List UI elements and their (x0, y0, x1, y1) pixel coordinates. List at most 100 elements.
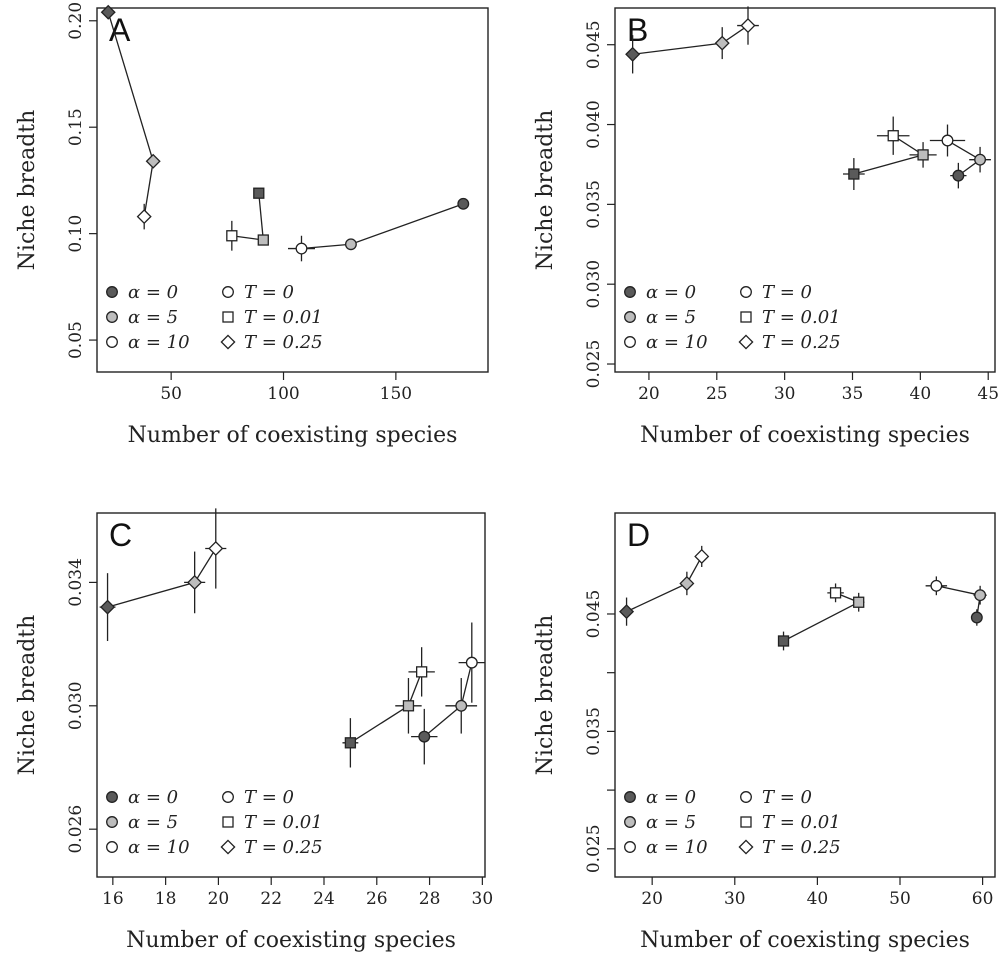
legend-marker (624, 816, 636, 828)
y-tick-label: 0.10 (66, 215, 86, 253)
data-point (679, 575, 695, 591)
legend-label: T = 0.01 (762, 812, 841, 833)
data-point (941, 134, 954, 147)
x-tick-label: 60 (972, 889, 994, 909)
legend-label: α = 0 (128, 282, 178, 303)
x-tick-label: 100 (267, 384, 299, 404)
legend-label: α = 0 (646, 282, 696, 303)
x-tick-label: 24 (313, 889, 335, 909)
legend-marker (624, 841, 636, 853)
y-tick-label: 0.030 (66, 681, 86, 730)
legend-label: T = 0 (762, 787, 812, 808)
y-tick-label: 0.05 (66, 321, 86, 359)
data-point (952, 169, 965, 182)
series-line-T0.01 (783, 592, 861, 642)
y-tick-label: 0.034 (66, 558, 86, 607)
legend-label: T = 0.01 (244, 812, 323, 833)
legend-marker (220, 334, 236, 350)
legend-label: α = 10 (646, 837, 708, 858)
legend-marker (106, 816, 118, 828)
data-point (136, 209, 152, 225)
legend-label: T = 0 (244, 282, 294, 303)
y-tick-label: 0.035 (584, 707, 604, 756)
data-point (344, 737, 357, 749)
data-point (714, 35, 730, 51)
x-tick-label: 150 (380, 384, 412, 404)
legend-marker (740, 791, 752, 803)
data-point (100, 599, 116, 615)
data-point (344, 238, 357, 251)
legend: α = 0 α = 5 α = 10 T = 0 T = 0.01 T = 0.25 (624, 787, 841, 858)
panel-c: C 16 18 20 22 24 26 28 30 0.026 0.030 0.034 Number o… (15, 508, 493, 953)
y-tick-label: 0.20 (66, 2, 86, 40)
data-point (970, 611, 983, 624)
panel-letter: C (109, 517, 132, 553)
legend-marker (106, 311, 118, 323)
data-point (295, 242, 308, 255)
legend-marker (222, 816, 234, 828)
plot-frame (614, 512, 996, 878)
legend-label: T = 0.25 (244, 332, 323, 353)
data-point (974, 589, 987, 602)
y-tick-label: 0.030 (584, 260, 604, 309)
y-axis-title: Niche breadth (15, 110, 40, 271)
data-point (465, 656, 478, 669)
x-tick-label: 18 (155, 889, 177, 909)
data-point (777, 635, 790, 647)
x-tick-label: 30 (472, 889, 494, 909)
legend-marker (624, 791, 636, 803)
legend-marker (220, 839, 236, 855)
data-point (625, 46, 641, 62)
legend-label: T = 0.25 (762, 837, 841, 858)
legend-label: α = 0 (646, 787, 696, 808)
x-axis-title: Number of coexisting species (640, 423, 970, 448)
data-point (917, 149, 929, 161)
legend-marker (624, 286, 636, 298)
x-tick-label: 25 (706, 384, 728, 404)
legend-marker (106, 791, 118, 803)
y-tick-label: 0.026 (66, 805, 86, 854)
x-tick-label: 28 (419, 889, 441, 909)
x-tick-label: 22 (260, 889, 282, 909)
legend-label: α = 10 (646, 332, 708, 353)
data-point (187, 574, 203, 590)
x-axis-title: Number of coexisting species (126, 928, 456, 953)
legend-label: α = 5 (646, 812, 696, 833)
x-tick-label: 20 (641, 889, 663, 909)
data-point (257, 234, 269, 246)
legend-label: α = 5 (128, 307, 178, 328)
x-axis-title: Number of coexisting species (640, 928, 970, 953)
data-point (402, 700, 415, 712)
x-tick-label: 40 (807, 889, 829, 909)
legend-marker (740, 816, 752, 828)
y-tick-label: 0.035 (584, 180, 604, 229)
data-point (208, 540, 224, 556)
data-point (974, 153, 987, 166)
legend-marker (738, 839, 754, 855)
y-axis-title: Niche breadth (533, 110, 558, 271)
x-tick-label: 20 (208, 889, 230, 909)
data-point (226, 230, 238, 242)
data-point (848, 168, 860, 180)
y-tick-label: 0.025 (584, 340, 604, 389)
series-line-T0 (301, 203, 464, 250)
data-point (930, 579, 943, 592)
legend-label: T = 0 (244, 787, 294, 808)
data-point (457, 197, 470, 210)
legend: α = 0 α = 5 α = 10 T = 0 T = 0.01 T = 0.25 (106, 282, 323, 353)
legend: α = 0 α = 5 α = 10 T = 0 T = 0.01 T = 0.25 (624, 282, 841, 353)
legend-marker (740, 311, 752, 323)
y-axis-title: Niche breadth (15, 615, 40, 776)
x-tick-label: 26 (366, 889, 388, 909)
x-tick-label: 35 (842, 384, 864, 404)
x-tick-label: 50 (160, 384, 182, 404)
y-tick-label: 0.045 (584, 590, 604, 639)
legend-marker (222, 791, 234, 803)
legend-label: α = 10 (128, 837, 190, 858)
legend-marker (222, 311, 234, 323)
x-axis-title: Number of coexisting species (128, 423, 458, 448)
x-tick-label: 20 (638, 384, 660, 404)
data-point (619, 604, 635, 620)
y-tick-label: 0.025 (584, 824, 604, 873)
panel-b: B 20 25 30 35 40 45 0.025 0.030 0.035 0.040 0.045 Nu… (533, 6, 999, 448)
